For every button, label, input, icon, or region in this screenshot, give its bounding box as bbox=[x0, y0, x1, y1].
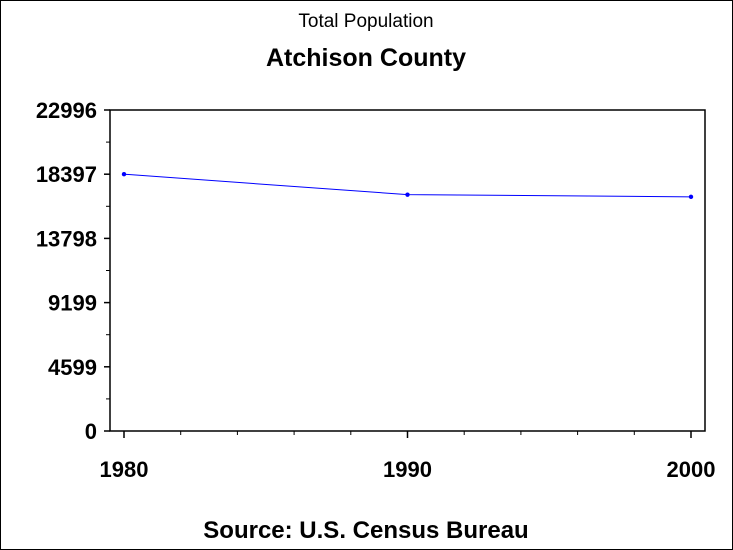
data-point bbox=[405, 192, 410, 197]
y-tick-label: 9199 bbox=[48, 291, 97, 316]
x-tick-label: 1980 bbox=[100, 457, 149, 482]
y-tick-label: 22996 bbox=[36, 98, 97, 123]
data-point bbox=[121, 171, 127, 177]
plot-area bbox=[109, 109, 706, 432]
y-tick-label: 13798 bbox=[36, 226, 97, 251]
chart-subtitle: Atchison County bbox=[266, 44, 466, 72]
data-point bbox=[688, 194, 694, 200]
source-note: Source: U.S. Census Bureau bbox=[203, 517, 528, 544]
y-tick-label: 18397 bbox=[36, 162, 97, 187]
y-tick-label: 0 bbox=[85, 419, 97, 444]
x-tick-label: 1990 bbox=[383, 457, 432, 482]
chart-title: Total Population bbox=[298, 11, 433, 32]
x-tick-label: 2000 bbox=[667, 457, 716, 482]
y-tick-label: 4599 bbox=[48, 355, 97, 380]
